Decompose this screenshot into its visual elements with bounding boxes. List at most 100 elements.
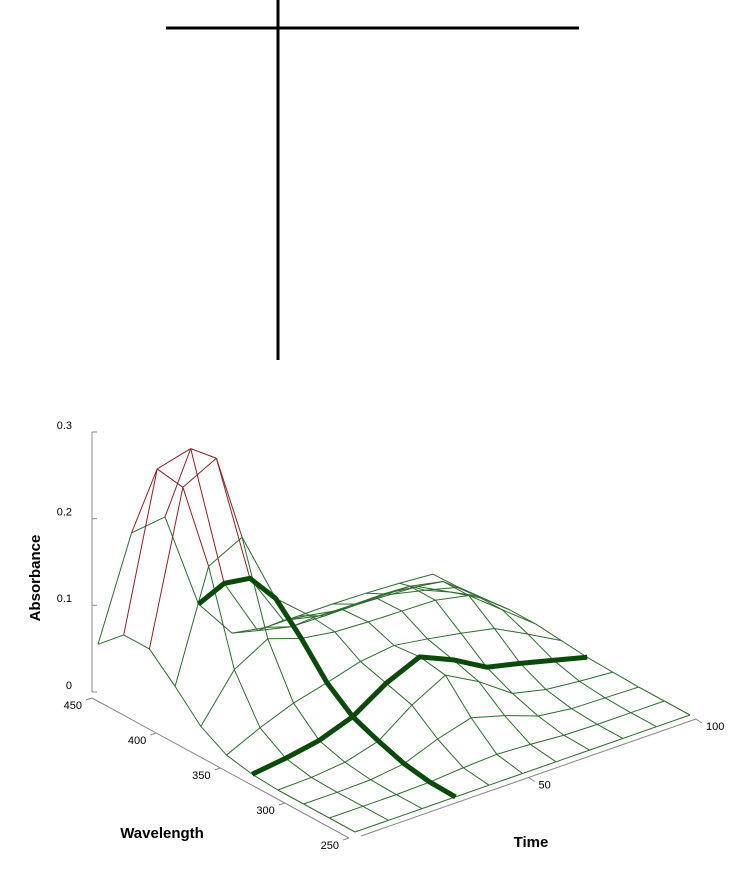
mesh-segment <box>572 698 606 709</box>
mesh-segment <box>562 641 588 658</box>
mesh-segment <box>327 661 361 682</box>
mesh-segment <box>345 762 371 779</box>
mesh-segment <box>278 777 312 790</box>
y-axis-label: Time <box>514 834 549 851</box>
mesh-segment <box>523 762 557 774</box>
mesh-segment <box>479 682 505 716</box>
mesh-segment <box>402 600 436 611</box>
mesh-segment <box>597 724 623 738</box>
mesh-segment <box>165 517 199 604</box>
mesh-segment <box>495 629 521 664</box>
mesh-segment <box>554 660 580 681</box>
mesh-segment <box>201 670 235 727</box>
mesh-segment <box>422 797 456 809</box>
x-tick <box>215 768 221 770</box>
mesh-segment <box>183 487 209 566</box>
y-tick <box>529 778 535 782</box>
mesh-segment <box>345 741 379 762</box>
mesh-segment <box>538 716 564 735</box>
mesh-segment <box>428 633 462 639</box>
mesh-segment <box>587 657 613 672</box>
mesh-segment <box>471 718 497 755</box>
mesh-segment <box>512 689 546 693</box>
mesh-segment <box>631 701 665 713</box>
mesh-segment <box>286 758 312 777</box>
x-tick <box>279 803 285 805</box>
mesh-segment <box>430 768 464 782</box>
x-tick-label: 250 <box>321 840 339 852</box>
mesh-segment <box>227 728 261 755</box>
mesh-segment <box>538 709 572 716</box>
mesh-segment <box>201 726 227 755</box>
mesh-segment <box>294 703 320 740</box>
mesh-segment <box>371 780 397 795</box>
mesh-segment <box>216 458 250 578</box>
z-tick-label: 0 <box>66 680 72 692</box>
x-tick <box>86 698 92 700</box>
mesh-segment <box>260 728 286 758</box>
mesh-segment <box>564 735 590 750</box>
y-tick-label: 100 <box>706 721 724 733</box>
mesh-segment <box>216 458 242 537</box>
mesh-segment <box>165 449 191 517</box>
mesh-segment <box>132 469 158 533</box>
mesh-segment <box>363 795 397 807</box>
x-tick-label: 450 <box>64 700 82 712</box>
mesh-segment <box>487 667 513 693</box>
mesh-segment <box>512 693 538 716</box>
mesh-segment <box>157 469 183 487</box>
mesh-segment <box>412 705 438 739</box>
mesh-segment <box>389 809 423 821</box>
mesh-segment <box>224 583 258 630</box>
mesh-segment <box>337 780 371 793</box>
mesh-segment <box>410 581 444 586</box>
mesh-segment <box>335 632 361 662</box>
mesh-segment <box>301 632 335 639</box>
mesh-segment <box>234 670 260 728</box>
mesh-segment <box>497 754 523 773</box>
x-tick <box>343 838 349 840</box>
mesh-segment <box>311 777 337 792</box>
mesh-segment <box>664 701 690 715</box>
mesh-segment <box>402 611 428 639</box>
mesh-segment <box>572 709 598 725</box>
mesh-segment <box>463 768 489 785</box>
mesh-segment <box>319 740 345 762</box>
x-tick-label: 300 <box>256 805 274 817</box>
mesh-segment <box>546 689 572 708</box>
x-tick <box>150 733 156 735</box>
mesh-segment <box>227 755 253 774</box>
mesh-segment <box>597 713 631 725</box>
mesh-segment <box>657 715 691 727</box>
mesh-segment <box>294 683 328 703</box>
mesh-segment <box>355 820 389 832</box>
highlight-spectrum <box>199 578 456 797</box>
z-tick-label: 0.3 <box>57 420 72 432</box>
mesh-segment <box>149 487 183 649</box>
mesh-segment <box>394 645 420 656</box>
mesh-segment <box>530 735 564 744</box>
mesh-segment <box>404 739 438 764</box>
mesh-segment <box>438 718 472 739</box>
x-tick-label: 350 <box>192 770 210 782</box>
mesh-segment <box>329 806 363 818</box>
x-axis-label: Wavelength <box>120 825 204 842</box>
mesh-segment <box>260 703 294 728</box>
y-tick-label: 50 <box>539 779 551 791</box>
mesh-segment <box>337 792 363 806</box>
mesh-segment <box>368 622 394 646</box>
mesh-segment <box>433 574 459 587</box>
mesh-segment <box>234 639 267 670</box>
mesh-segment <box>363 806 389 820</box>
mesh-segment <box>605 687 639 698</box>
mesh-segment <box>191 449 217 459</box>
mesh-segment <box>489 774 523 786</box>
mesh-segment <box>438 739 464 768</box>
mesh-segment <box>396 795 422 809</box>
z-axis-label: Absorbance <box>27 535 44 622</box>
mesh-segment <box>456 785 490 797</box>
mesh-segment <box>546 681 580 689</box>
mesh-segment <box>368 611 402 622</box>
z-tick-label: 0.2 <box>57 507 72 519</box>
